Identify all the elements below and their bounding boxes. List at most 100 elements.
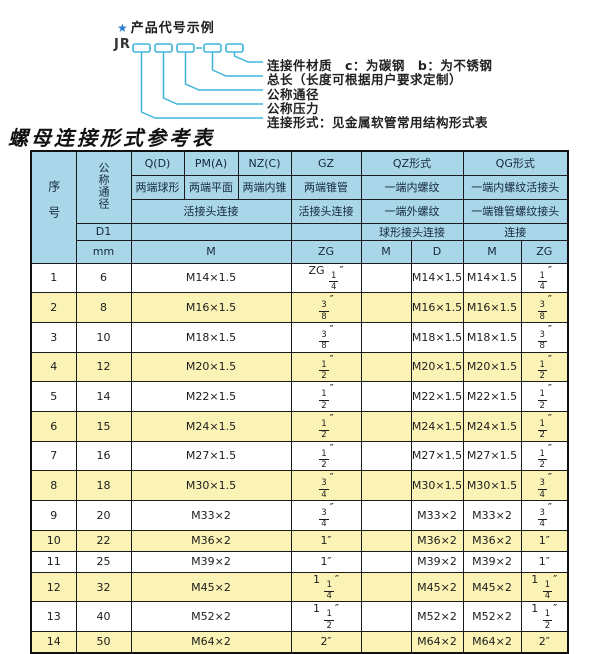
cell-zg: 1 1 4 ″ xyxy=(290,571,362,603)
cell-mm: 14 xyxy=(75,381,132,412)
cell-mm: 15 xyxy=(75,410,132,442)
desc-qg-3: 连接 xyxy=(462,222,569,241)
cell-qz-m xyxy=(360,601,412,633)
table-row: 5 14 M22×1.5 1 2 ″ M22×1.5 M22×1.5 1 2 ″ xyxy=(30,381,569,412)
cell-qg-m: M14×1.5 xyxy=(462,262,522,294)
cell-m: M18×1.5 xyxy=(130,321,292,353)
col-header-nominal-diameter: 公称通径 xyxy=(75,150,132,224)
cell-mm: 6 xyxy=(75,262,132,294)
cell-mm: 10 xyxy=(75,321,132,353)
unit-qg-m: M xyxy=(462,239,522,264)
leader-line-length xyxy=(211,52,263,77)
cell-qg-m: M39×2 xyxy=(462,550,522,573)
cell-mm: 8 xyxy=(75,292,132,323)
cell-qz-d: M36×2 xyxy=(410,529,464,552)
cell-qg-m: M64×2 xyxy=(462,631,522,654)
cell-qz-d: M14×1.5 xyxy=(410,262,464,294)
cell-qz-d: M52×2 xyxy=(410,601,464,633)
cell-qz-m xyxy=(360,550,412,573)
cell-qg-m: M52×2 xyxy=(462,601,522,633)
table-row: 2 8 M16×1.5 3 8 ″ M16×1.5 M16×1.5 3 8 ″ xyxy=(30,292,569,323)
code-box-3 xyxy=(176,43,195,53)
cell-m: M30×1.5 xyxy=(130,470,292,501)
cell-qz-d: M64×2 xyxy=(410,631,464,654)
cell-mm: 32 xyxy=(75,571,132,603)
cell-m: M52×2 xyxy=(130,601,292,633)
cell-seq: 9 xyxy=(30,500,77,531)
cell-mm: 20 xyxy=(75,500,132,531)
label-nominal-pressure: 公称压力 xyxy=(267,100,320,116)
desc-gz: 两端锥管 xyxy=(290,174,362,200)
cell-mm: 12 xyxy=(75,351,132,383)
code-box-2 xyxy=(154,43,173,53)
desc-qg-2: 一端锥管螺纹接头 xyxy=(462,198,569,224)
cell-mm: 22 xyxy=(75,529,132,552)
cell-mm: 18 xyxy=(75,470,132,501)
cell-qz-m xyxy=(360,351,412,383)
cell-qg-zg: 3 8 ″ xyxy=(520,292,569,323)
cell-qg-m: M16×1.5 xyxy=(462,292,522,323)
cell-m: M20×1.5 xyxy=(130,351,292,383)
desc-qz-2: 一端外螺纹 xyxy=(360,198,464,224)
cell-m: M27×1.5 xyxy=(130,440,292,472)
cell-qz-m xyxy=(360,470,412,501)
cell-qz-d: M24×1.5 xyxy=(410,410,464,442)
cell-zg: 1 2 ″ xyxy=(290,381,362,412)
cell-seq: 11 xyxy=(30,550,77,573)
col-header-seq: 序号 xyxy=(30,150,77,264)
col-header-qz: QZ形式 xyxy=(360,150,464,176)
diagram-title-text: 产品代号示例 xyxy=(130,21,215,36)
cell-zg: 1 2 ″ xyxy=(290,351,362,383)
cell-qz-d: M20×1.5 xyxy=(410,351,464,383)
unit-qz-m: M xyxy=(360,239,412,264)
cell-qz-d: M18×1.5 xyxy=(410,321,464,353)
table-row: 7 16 M27×1.5 1 2 ″ M27×1.5 M27×1.5 1 2 ″ xyxy=(30,440,569,472)
cell-qg-zg: 1 2 ″ xyxy=(520,351,569,383)
leader-line-diameter xyxy=(184,52,263,91)
cell-qz-m xyxy=(360,571,412,603)
cell-m: M24×1.5 xyxy=(130,410,292,442)
cell-qg-zg: 1″ xyxy=(520,550,569,573)
table-row: 10 22 M36×2 1″ M36×2 M36×2 1″ xyxy=(30,529,569,552)
col-header-nzc: NZ(C) xyxy=(237,150,292,176)
cell-qz-d: M30×1.5 xyxy=(410,470,464,501)
cell-mm: 16 xyxy=(75,440,132,472)
code-box-1 xyxy=(132,43,151,53)
desc-pma: 两端平面 xyxy=(183,174,239,200)
cell-qg-m: M30×1.5 xyxy=(462,470,522,501)
cell-zg: 1″ xyxy=(290,529,362,552)
cell-qz-d: M27×1.5 xyxy=(410,440,464,472)
code-boxes-and-leader-lines xyxy=(132,43,263,119)
col-header-qg: QG形式 xyxy=(462,150,569,176)
union-connection-label: 活接头连接 xyxy=(130,198,292,224)
cell-seq: 5 xyxy=(30,381,77,412)
cell-qg-zg: 3 8 ″ xyxy=(520,321,569,353)
cell-qg-zg: 1 2 ″ xyxy=(520,381,569,412)
cell-zg: 2″ xyxy=(290,631,362,654)
code-box-5 xyxy=(225,43,244,53)
cell-qz-m xyxy=(360,631,412,654)
table-row: 9 20 M33×2 3 4 ″ M33×2 M33×2 3 4 ″ xyxy=(30,500,569,531)
cell-mm: 50 xyxy=(75,631,132,654)
gz-connection-label: 活接头连接 xyxy=(290,198,362,224)
cell-seq: 3 xyxy=(30,321,77,353)
cell-seq: 2 xyxy=(30,292,77,323)
desc-qz-3: 球形接头连接 xyxy=(360,222,464,241)
cell-m: M36×2 xyxy=(130,529,292,552)
cell-zg: 3 8 ″ xyxy=(290,321,362,353)
cell-qg-zg: 3 4 ″ xyxy=(520,500,569,531)
cell-seq: 10 xyxy=(30,529,77,552)
cell-qz-m xyxy=(360,440,412,472)
cell-qg-zg: 1 2 ″ xyxy=(520,440,569,472)
table-row: 13 40 M52×2 1 1 2 ″ M52×2 M52×2 1 1 2 ″ xyxy=(30,601,569,633)
cell-mm: 25 xyxy=(75,550,132,573)
catalog-page: ★ 产品代号示例 JR 连接件材质 c：为碳钢 b：为不锈钢 总长（长度可根据用户… xyxy=(8,21,570,654)
cell-m: M39×2 xyxy=(130,550,292,573)
cell-qg-m: M45×2 xyxy=(462,571,522,603)
cell-qg-zg: 3 4 ″ xyxy=(520,470,569,501)
table-row: 14 50 M64×2 2″ M64×2 M64×2 2″ xyxy=(30,631,569,654)
blank-cell xyxy=(290,222,362,241)
cell-seq: 1 xyxy=(30,262,77,294)
cell-qg-zg: 1 4 ″ xyxy=(520,262,569,294)
code-prefix: JR xyxy=(114,37,131,52)
